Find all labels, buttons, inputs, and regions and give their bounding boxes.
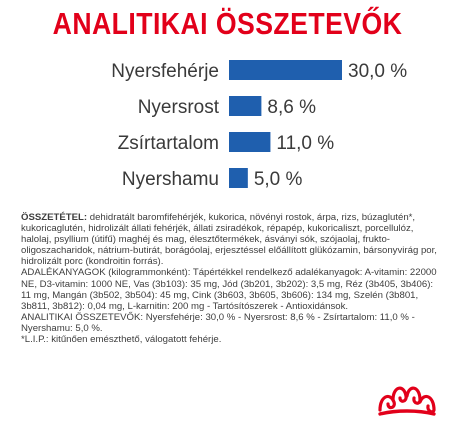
page-title: ANALITIKAI ÖSSZETEVŐK <box>52 6 403 41</box>
analytical-paragraph: ANALITIKAI ÖSSZETEVŐK: Nyersfehérje: 30,… <box>21 311 415 334</box>
value-label: 5,0 % <box>254 169 303 190</box>
category-label: Zsírtartalom <box>118 133 219 154</box>
composition-ingredients: dehidratált baromfifehérjék, kukorica, n… <box>21 212 437 268</box>
composition-paragraph: ÖSSZETÉTEL: dehidratált baromfifehérjék,… <box>21 212 441 267</box>
footnote-paragraph: *L.I.P.: kitűnően emészthető, válogatott… <box>21 334 222 346</box>
bar <box>229 96 262 116</box>
bar <box>229 168 248 188</box>
additives-paragraph: ADALÉKANYAGOK (kilogrammonként): Tápérté… <box>21 267 437 312</box>
value-label: 8,6 % <box>267 97 316 118</box>
category-label: Nyersfehérje <box>111 61 219 82</box>
composition-text-block: ÖSSZETÉTEL: dehidratált baromfifehérjék,… <box>21 212 441 345</box>
bar <box>229 132 271 152</box>
composition-heading: ÖSSZETÉTEL: <box>21 212 88 223</box>
value-label: 30,0 % <box>348 61 407 82</box>
value-label: 11,0 % <box>276 133 334 154</box>
royal-canin-crown-logo-icon <box>378 386 436 416</box>
category-label: Nyershamu <box>122 169 219 190</box>
nutrient-bar-chart: Nyersfehérje 30,0 % Nyersrost 8,6 % Zsírtart… <box>111 60 407 190</box>
bar <box>229 60 342 80</box>
category-label: Nyersrost <box>138 97 220 118</box>
